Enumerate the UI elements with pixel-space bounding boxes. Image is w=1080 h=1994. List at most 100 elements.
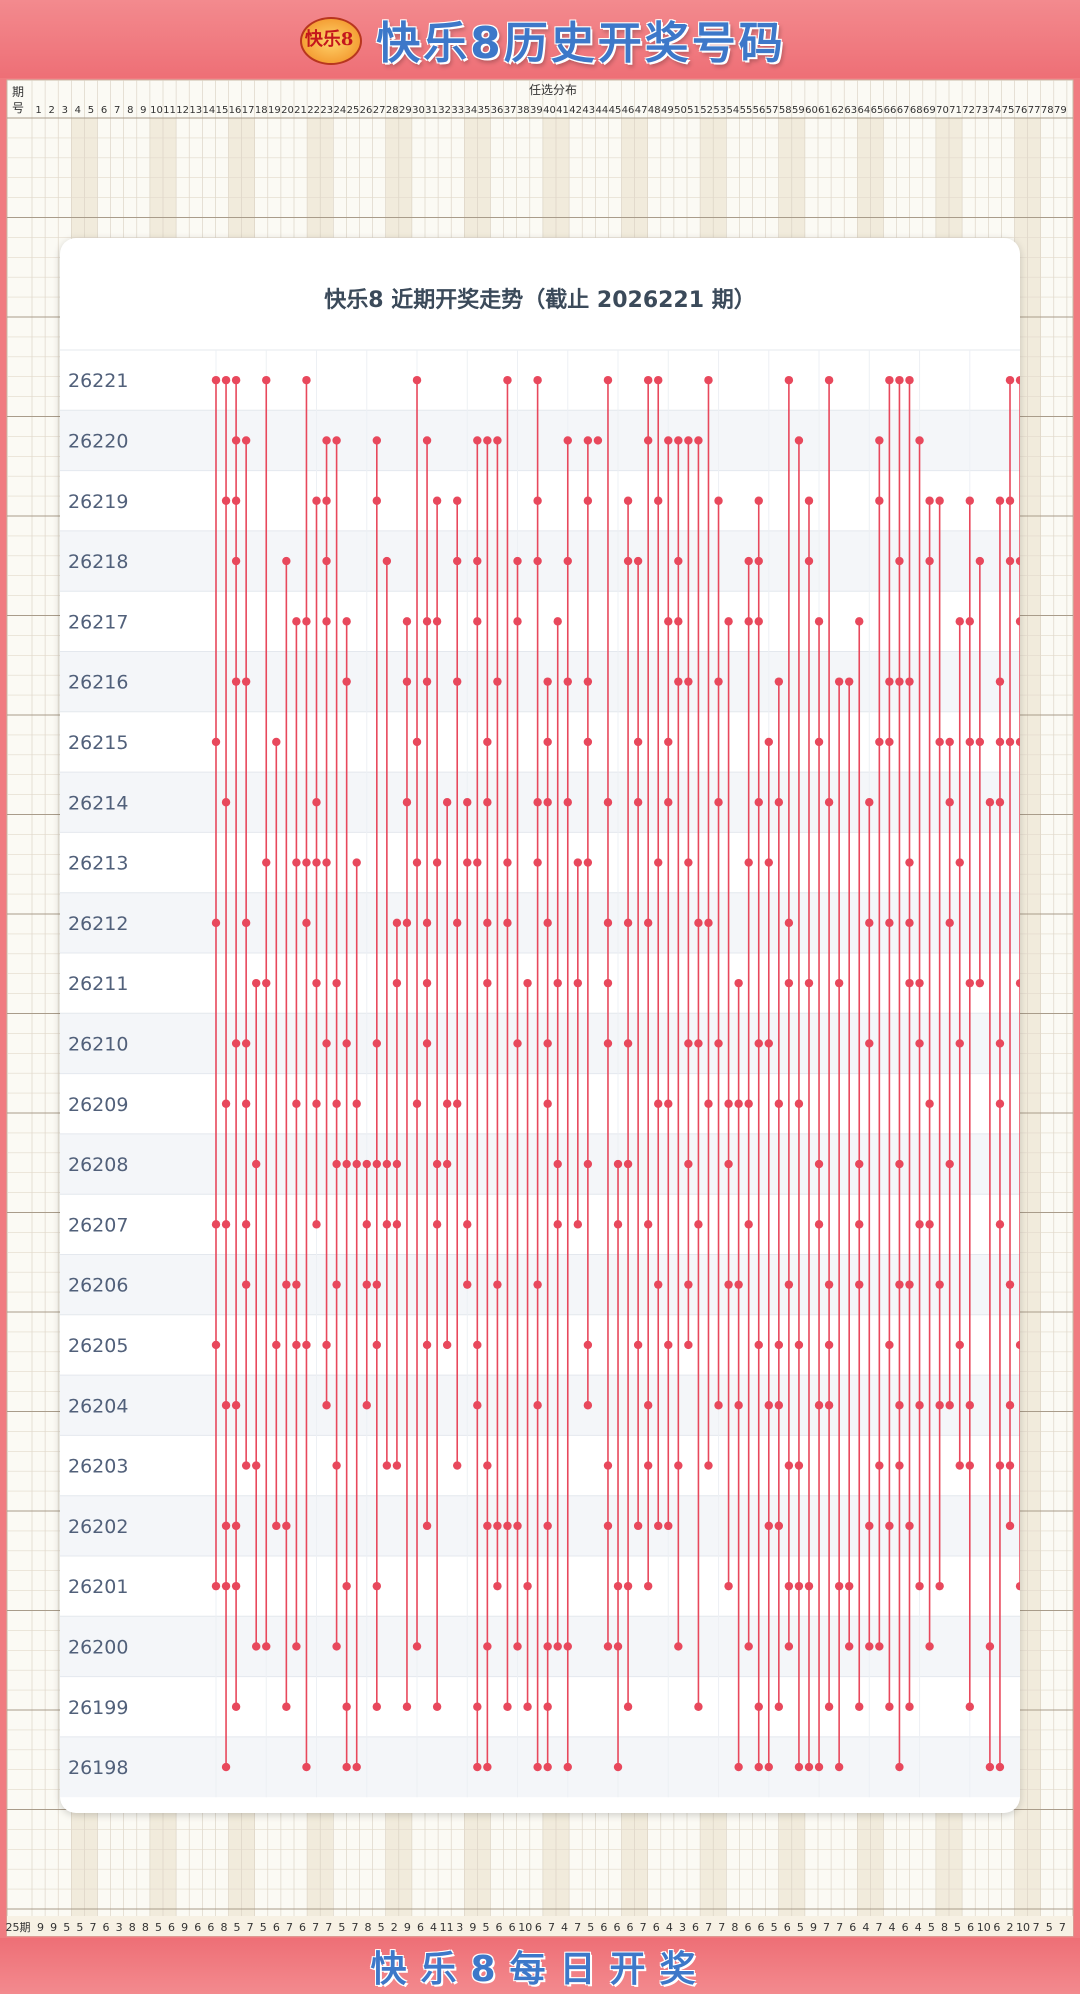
draw-point (483, 737, 492, 747)
period-label: 26208 (68, 1154, 128, 1176)
draw-point (221, 496, 231, 505)
draw-point (744, 1099, 753, 1108)
draw-point (905, 677, 914, 686)
draw-point (432, 858, 442, 867)
draw-point (724, 1581, 733, 1591)
draw-point (392, 978, 402, 988)
draw-point (241, 436, 251, 445)
draw-point (302, 1340, 311, 1350)
draw-point (714, 798, 723, 807)
draw-point (995, 1762, 1005, 1772)
draw-point (674, 1642, 683, 1651)
grid-number-header: 79 (1054, 105, 1067, 116)
draw-point (633, 1521, 643, 1531)
draw-point (734, 1099, 743, 1108)
grid-footer-count: 6 (613, 1921, 620, 1934)
draw-point (221, 1099, 231, 1108)
grid-footer-count: 7 (247, 1921, 254, 1934)
draw-point (211, 375, 221, 385)
draw-point (694, 436, 703, 445)
draw-point (734, 1762, 743, 1772)
draw-point (221, 1581, 231, 1591)
draw-point (412, 375, 422, 385)
grid-number-header: 13 (189, 105, 202, 116)
grid-number-header: 52 (700, 105, 713, 116)
grid-number-header: 9 (140, 105, 146, 116)
grid-number-header: 77 (1028, 105, 1041, 116)
draw-point (513, 617, 522, 626)
grid-footer-count: 4 (889, 1921, 896, 1934)
draw-point (603, 1461, 613, 1470)
grid-number-header: 67 (897, 105, 910, 116)
draw-point (241, 1220, 251, 1229)
draw-point (694, 1702, 703, 1711)
draw-point (422, 677, 432, 686)
trend-chart-card: 26221 26220 26219 26218 26217 26216 26215 26214… (60, 238, 1020, 1813)
draw-point (643, 436, 653, 445)
top-banner: 快乐8 快乐8历史开奖号码 (0, 0, 1080, 78)
draw-point (533, 496, 542, 505)
grid-footer-count: 2 (391, 1921, 398, 1934)
draw-point (925, 496, 934, 505)
period-row-band (60, 1013, 1020, 1074)
draw-point (503, 1521, 512, 1531)
draw-point (322, 556, 331, 566)
draw-point (965, 737, 974, 747)
draw-point (965, 1401, 974, 1410)
draw-point (493, 677, 502, 686)
draw-point (402, 617, 412, 626)
draw-point (774, 1340, 784, 1350)
period-label: 26217 (68, 611, 128, 633)
draw-point (352, 858, 361, 867)
draw-point (804, 556, 814, 566)
grid-number-header: 46 (622, 105, 635, 116)
draw-point (523, 978, 532, 988)
grid-footer-count: 7 (823, 1921, 830, 1934)
draw-point (694, 918, 703, 928)
draw-point (1005, 1401, 1015, 1410)
draw-point (875, 496, 884, 505)
grid-number-header: 70 (936, 105, 949, 116)
draw-point (915, 436, 924, 445)
draw-point (814, 617, 824, 626)
draw-point (623, 918, 633, 928)
draw-point (302, 918, 311, 928)
draw-point (231, 1702, 241, 1711)
draw-point (754, 1039, 763, 1048)
grid-number-header: 18 (255, 105, 268, 116)
draw-point (784, 1461, 794, 1470)
draw-point (714, 1401, 723, 1410)
draw-point (372, 436, 382, 445)
draw-point (252, 1642, 261, 1651)
grid-footer-count: 7 (705, 1921, 712, 1934)
draw-point (422, 1340, 432, 1350)
draw-point (583, 858, 593, 867)
grid-number-header: 58 (779, 105, 792, 116)
grid-footer-count: 5 (482, 1921, 489, 1934)
grid-footer-count: 7 (286, 1921, 293, 1934)
grid-footer-count: 6 (299, 1921, 306, 1934)
draw-point (292, 617, 301, 626)
draw-point (563, 798, 572, 807)
draw-point (643, 1581, 653, 1591)
period-row-band (60, 591, 1020, 652)
draw-point (372, 1581, 382, 1591)
draw-point (965, 978, 974, 988)
draw-point (352, 1099, 361, 1108)
grid-number-header: 49 (661, 105, 674, 116)
draw-point (664, 798, 673, 807)
draw-point (543, 1521, 552, 1531)
draw-point (654, 375, 663, 385)
period-row-band (60, 892, 1020, 953)
grid-footer-count: 9 (37, 1921, 44, 1934)
draw-point (312, 978, 321, 988)
grid-number-header: 4 (75, 105, 81, 116)
draw-point (282, 556, 291, 566)
draw-point (342, 1702, 351, 1711)
grid-footer-count: 4 (561, 1921, 568, 1934)
draw-point (774, 1099, 784, 1108)
draw-point (221, 1521, 231, 1531)
grid-footer-count: 7 (312, 1921, 319, 1934)
grid-number-header: 3 (62, 105, 68, 116)
grid-number-header: 8 (127, 105, 133, 116)
